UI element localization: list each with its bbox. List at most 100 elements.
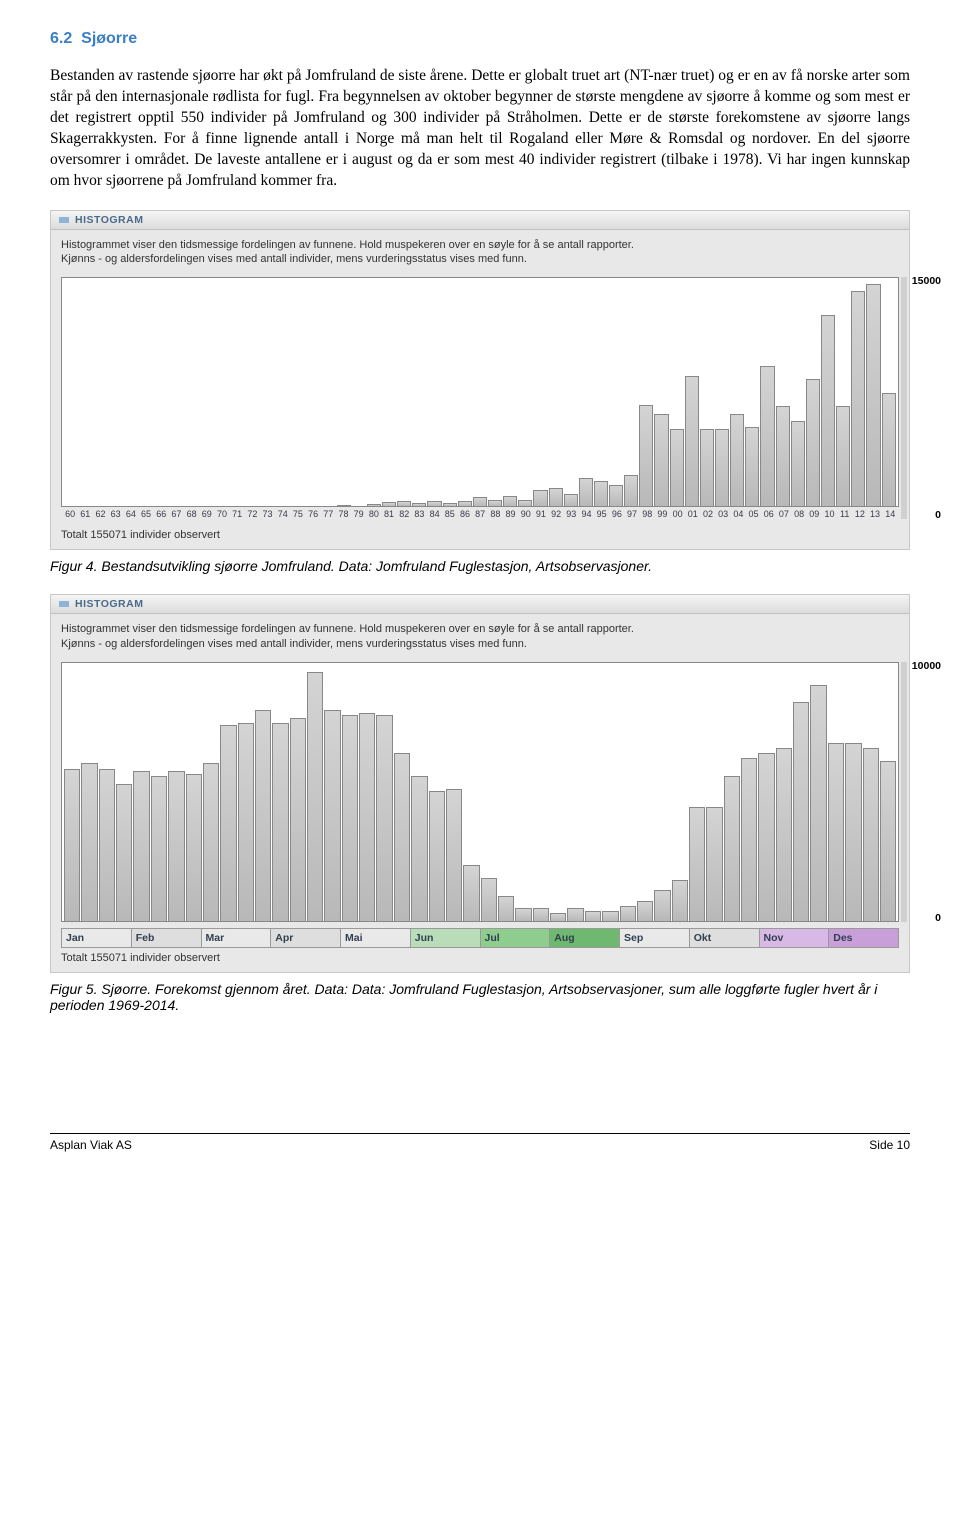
bar[interactable]	[272, 723, 288, 921]
bar[interactable]	[821, 315, 835, 506]
page-footer: Asplan Viak AS Side 10	[50, 1133, 910, 1152]
bar[interactable]	[564, 494, 578, 506]
bar[interactable]	[806, 379, 820, 506]
bar[interactable]	[639, 405, 653, 507]
bar[interactable]	[443, 503, 457, 507]
bar[interactable]	[458, 501, 472, 506]
bar[interactable]	[411, 776, 427, 921]
x-label: 98	[640, 509, 654, 519]
bar[interactable]	[585, 911, 601, 921]
x-label: 67	[169, 509, 183, 519]
bar[interactable]	[382, 502, 396, 506]
bar[interactable]	[427, 501, 441, 506]
bar[interactable]	[776, 406, 790, 506]
bar[interactable]	[609, 485, 623, 506]
bar[interactable]	[845, 743, 861, 921]
bar[interactable]	[488, 500, 502, 506]
bar[interactable]	[730, 414, 744, 507]
bar[interactable]	[394, 753, 410, 921]
bar[interactable]	[481, 878, 497, 921]
bar[interactable]	[880, 761, 896, 921]
month-cell: Jul	[481, 929, 551, 947]
bar[interactable]	[706, 807, 722, 921]
bar[interactable]	[715, 429, 729, 507]
bar[interactable]	[567, 908, 583, 921]
bar[interactable]	[866, 284, 880, 507]
bar[interactable]	[324, 710, 340, 921]
bar[interactable]	[429, 791, 445, 921]
bar[interactable]	[446, 789, 462, 921]
bar[interactable]	[670, 429, 684, 507]
bar[interactable]	[116, 784, 132, 921]
bar[interactable]	[602, 911, 618, 921]
month-cell: Jun	[411, 929, 481, 947]
bar[interactable]	[863, 748, 879, 921]
bar[interactable]	[412, 503, 426, 506]
bar[interactable]	[518, 500, 532, 507]
bar[interactable]	[290, 718, 306, 921]
bar[interactable]	[594, 481, 608, 506]
bar[interactable]	[654, 890, 670, 920]
bar[interactable]	[255, 710, 271, 921]
bar[interactable]	[503, 496, 517, 506]
y-axis-min: 0	[935, 509, 941, 521]
bar[interactable]	[515, 908, 531, 921]
bar[interactable]	[203, 763, 219, 920]
bar[interactable]	[533, 490, 547, 506]
bar[interactable]	[654, 414, 668, 507]
bar[interactable]	[307, 672, 323, 921]
bar[interactable]	[342, 715, 358, 921]
bar[interactable]	[337, 505, 351, 506]
bar[interactable]	[473, 497, 487, 506]
bar[interactable]	[745, 427, 759, 506]
bar[interactable]	[359, 713, 375, 921]
bar[interactable]	[397, 501, 411, 506]
x-label: 87	[473, 509, 487, 519]
bar[interactable]	[637, 901, 653, 921]
bar[interactable]	[758, 753, 774, 921]
bar[interactable]	[81, 763, 97, 920]
bar[interactable]	[151, 776, 167, 921]
bar[interactable]	[549, 488, 563, 506]
bar[interactable]	[579, 478, 593, 506]
bar[interactable]	[776, 748, 792, 921]
bar[interactable]	[64, 769, 80, 921]
chart-right-cap	[901, 277, 907, 519]
bar[interactable]	[376, 715, 392, 921]
bar[interactable]	[836, 406, 850, 506]
bar[interactable]	[133, 771, 149, 921]
bar[interactable]	[851, 291, 865, 506]
x-label: 76	[306, 509, 320, 519]
footer-right: Side 10	[869, 1138, 910, 1152]
bar[interactable]	[672, 880, 688, 921]
bar[interactable]	[810, 685, 826, 921]
bar[interactable]	[367, 504, 381, 506]
x-label: 64	[124, 509, 138, 519]
bar[interactable]	[741, 758, 757, 921]
bar[interactable]	[700, 429, 714, 507]
bar[interactable]	[793, 702, 809, 920]
bar[interactable]	[220, 725, 236, 921]
bar[interactable]	[620, 906, 636, 921]
bar[interactable]	[99, 769, 115, 921]
bar[interactable]	[882, 393, 896, 506]
bar[interactable]	[760, 366, 774, 506]
bar[interactable]	[791, 421, 805, 506]
bar[interactable]	[238, 723, 254, 921]
bar[interactable]	[724, 776, 740, 921]
bar[interactable]	[689, 807, 705, 921]
x-label: 81	[382, 509, 396, 519]
bar[interactable]	[550, 913, 566, 921]
x-label: 94	[579, 509, 593, 519]
bar[interactable]	[533, 908, 549, 921]
figure-caption-5: Figur 5. Sjøorre. Forekomst gjennom året…	[50, 981, 910, 1013]
section-title: Sjøorre	[81, 30, 137, 47]
bar[interactable]	[186, 774, 202, 921]
bar[interactable]	[168, 771, 184, 921]
bar[interactable]	[828, 743, 844, 921]
bar[interactable]	[498, 896, 514, 921]
bar[interactable]	[463, 865, 479, 921]
bar[interactable]	[624, 475, 638, 506]
bar[interactable]	[685, 376, 699, 506]
y-axis-max: 15000	[912, 275, 941, 287]
